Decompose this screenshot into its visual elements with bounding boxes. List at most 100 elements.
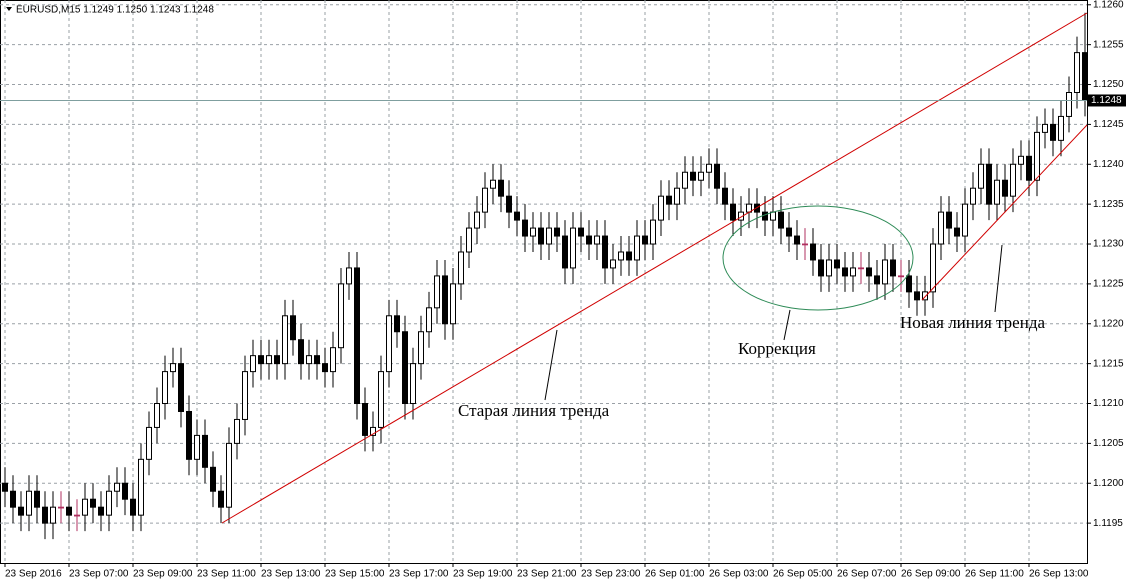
candle-body — [722, 187, 728, 205]
candle-body — [122, 482, 128, 500]
candle-body — [2, 482, 8, 492]
pointer-line — [994, 244, 1003, 313]
candle-body — [490, 179, 496, 189]
candle-body — [146, 426, 152, 460]
candle-body — [258, 355, 264, 365]
y-tick-label: 1.1240 — [1093, 159, 1124, 170]
candle-body — [450, 283, 456, 325]
candle-body — [10, 490, 16, 508]
y-tick-label: 1.1195 — [1093, 518, 1123, 529]
candle-body — [970, 187, 976, 205]
y-tick-label: 1.1245 — [1093, 119, 1124, 130]
candle-body — [1018, 155, 1024, 165]
candle-body — [650, 219, 656, 245]
candle-body — [34, 490, 40, 508]
candle-body — [426, 307, 432, 333]
candle-body — [554, 227, 560, 237]
y-tick-label: 1.1225 — [1093, 279, 1124, 290]
candle-body — [1050, 123, 1056, 141]
candle-body — [914, 291, 920, 301]
candle-body — [738, 211, 744, 221]
candle-body — [418, 331, 424, 365]
candle-body — [466, 227, 472, 253]
candle-body — [1082, 52, 1088, 101]
x-tick-label: 26 Sep 13:00 — [1029, 569, 1089, 580]
y-tick-label: 1.1255 — [1093, 39, 1124, 50]
candle-body — [794, 235, 800, 245]
candle-body — [778, 211, 784, 229]
candle-body — [474, 211, 480, 229]
new-trend-line — [921, 124, 1088, 301]
candle-body — [562, 235, 568, 269]
candle-body — [42, 506, 48, 524]
candle-body — [74, 514, 80, 517]
x-tick-label: 23 Sep 23:00 — [581, 569, 641, 580]
candle-body — [762, 211, 768, 221]
candle-body — [314, 355, 320, 365]
x-tick-label: 23 Sep 13:00 — [261, 569, 321, 580]
candle-body — [674, 187, 680, 205]
candle-body — [658, 195, 664, 221]
candle-body — [354, 267, 360, 405]
pointer-line — [544, 329, 558, 401]
candle-body — [114, 482, 120, 492]
y-tick-label: 1.1230 — [1093, 239, 1124, 250]
y-tick-label: 1.1220 — [1093, 318, 1124, 329]
candle-body — [786, 227, 792, 237]
candle-body — [682, 171, 688, 189]
candle-body — [442, 275, 448, 325]
candle-body — [866, 267, 872, 277]
candle-body — [282, 315, 288, 365]
x-tick-label: 26 Sep 11:00 — [965, 569, 1024, 580]
candle-body — [906, 275, 912, 293]
candle-body — [922, 291, 928, 301]
candle-body — [66, 506, 72, 516]
candle-body — [1002, 179, 1008, 197]
candle-body — [642, 235, 648, 245]
candle-body — [138, 458, 144, 516]
x-tick-label: 26 Sep 01:00 — [645, 569, 705, 580]
candle-body — [18, 506, 24, 516]
candle-body — [298, 339, 304, 365]
candle-body — [378, 371, 384, 428]
candle-body — [130, 498, 136, 516]
candle-body — [962, 203, 968, 237]
old-trend-line — [221, 12, 1088, 524]
y-tick-label: 1.1260 — [1093, 0, 1124, 10]
candle-body — [626, 251, 632, 261]
x-tick-label: 26 Sep 09:00 — [901, 569, 961, 580]
candle-body — [242, 371, 248, 420]
candle-body — [522, 219, 528, 237]
candle-body — [186, 410, 192, 460]
x-tick-label: 26 Sep 03:00 — [709, 569, 769, 580]
candle-body — [610, 259, 616, 269]
candle-body — [154, 403, 160, 428]
candle-body — [834, 259, 840, 269]
candle-body — [938, 211, 944, 245]
candle-body — [514, 211, 520, 221]
x-tick-label: 26 Sep 05:00 — [773, 569, 833, 580]
candle-body — [274, 355, 280, 365]
candle-body — [1074, 52, 1080, 94]
candle-body — [850, 267, 856, 277]
candle-body — [434, 275, 440, 309]
candles — [2, 12, 1088, 540]
candle-body — [594, 235, 600, 245]
candle-body — [50, 506, 56, 524]
x-tick-label: 23 Sep 17:00 — [389, 569, 449, 580]
annotation: Старая линия тренда — [458, 401, 610, 420]
candle-body — [1034, 131, 1040, 181]
candle-body — [946, 211, 952, 229]
candle-body — [994, 179, 1000, 205]
candle-body — [210, 466, 216, 492]
candle-body — [458, 251, 464, 285]
candle-body — [898, 275, 904, 278]
candle-body — [202, 434, 208, 468]
candle-body — [178, 363, 184, 412]
candle-body — [306, 355, 312, 365]
price-label-bg — [1088, 94, 1126, 107]
candle-body — [1010, 163, 1016, 197]
candle-body — [770, 211, 776, 221]
candle-body — [954, 227, 960, 237]
candle-body — [82, 498, 88, 516]
